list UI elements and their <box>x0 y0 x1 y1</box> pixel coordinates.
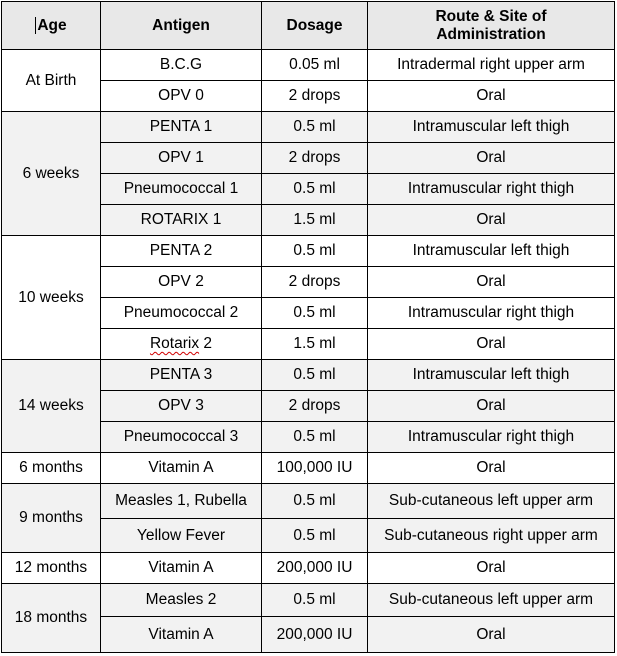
age-cell: 10 weeks <box>1 235 101 360</box>
table-row: 14 weeks PENTA 3 0.5 ml Intramuscular left … <box>1 359 615 453</box>
route-cell: Sub-cutaneous left upper arm <box>367 583 615 617</box>
dosage-cell: 0.5 ml <box>261 518 368 553</box>
age-cell: At Birth <box>1 49 101 112</box>
antigen-cell: PENTA 3 <box>100 359 262 391</box>
table-row: Vitamin A 200,000 IU Oral <box>1 616 615 653</box>
age-cell: 9 months <box>1 483 101 553</box>
table-row: 6 months Vitamin A 100,000 IU Oral <box>1 452 615 484</box>
antigen-cell: Measles 2 <box>100 583 262 617</box>
dosage-cell: 0.05 ml <box>261 49 368 81</box>
age-cell: 12 months <box>1 552 101 584</box>
route-cell: Oral <box>367 552 615 584</box>
antigen-cell: Measles 1, Rubella <box>100 483 262 519</box>
antigen-cell: Pneumococcal 1 <box>100 173 262 205</box>
header-age: Age <box>1 1 101 50</box>
table-row: ROTARIX 1 1.5 ml Oral <box>1 204 615 236</box>
antigen-cell: PENTA 1 <box>100 111 262 143</box>
dosage-cell: 100,000 IU <box>261 452 368 484</box>
table-row: Yellow Fever 0.5 ml Sub-cutaneous right up… <box>1 518 615 553</box>
age-cell: 14 weeks <box>1 359 101 453</box>
antigen-cell: Vitamin A <box>100 452 262 484</box>
route-cell: Intramuscular right thigh <box>367 297 615 329</box>
age-cell: 6 months <box>1 452 101 484</box>
table-row: Pneumococcal 2 0.5 ml Intramuscular right … <box>1 297 615 329</box>
route-cell: Oral <box>367 80 615 112</box>
dosage-cell: 2 drops <box>261 142 368 174</box>
age-cell: 6 weeks <box>1 111 101 236</box>
dosage-cell: 0.5 ml <box>261 359 368 391</box>
age-cell: 18 months <box>1 583 101 653</box>
antigen-cell: ROTARIX 1 <box>100 204 262 236</box>
route-cell: Intramuscular left thigh <box>367 111 615 143</box>
antigen-cell: B.C.G <box>100 49 262 81</box>
dosage-cell: 1.5 ml <box>261 204 368 236</box>
route-cell: Oral <box>367 266 615 298</box>
dosage-cell: 2 drops <box>261 80 368 112</box>
table-row: 18 months Measles 2 0.5 ml Sub-cutaneous le… <box>1 583 615 653</box>
header-dosage: Dosage <box>261 1 368 50</box>
route-cell: Oral <box>367 328 615 360</box>
route-cell: Intramuscular right thigh <box>367 173 615 205</box>
dosage-cell: 0.5 ml <box>261 111 368 143</box>
dosage-cell: 200,000 IU <box>261 552 368 584</box>
route-cell: Oral <box>367 390 615 422</box>
dosage-cell: 0.5 ml <box>261 421 368 453</box>
route-cell: Oral <box>367 142 615 174</box>
header-antigen: Antigen <box>100 1 262 50</box>
antigen-cell: OPV 2 <box>100 266 262 298</box>
dosage-cell: 0.5 ml <box>261 235 368 267</box>
route-cell: Sub-cutaneous left upper arm <box>367 483 615 519</box>
header-row: Age Antigen Dosage Route & Site of Admin… <box>1 1 615 50</box>
dosage-cell: 2 drops <box>261 266 368 298</box>
dosage-cell: 1.5 ml <box>261 328 368 360</box>
table-row: 10 weeks PENTA 2 0.5 ml Intramuscular left … <box>1 235 615 360</box>
table-body: At Birth B.C.G 0.05 ml Intradermal right up… <box>1 49 615 653</box>
antigen-cell: Pneumococcal 2 <box>100 297 262 329</box>
antigen-cell: OPV 0 <box>100 80 262 112</box>
dosage-cell: 0.5 ml <box>261 583 368 617</box>
table-row: 12 months Vitamin A 200,000 IU Oral <box>1 552 615 584</box>
table-row: 9 months Measles 1, Rubella 0.5 ml Sub-cuta… <box>1 483 615 553</box>
spellcheck-underline: Rotarix <box>149 335 200 352</box>
table-row: Pneumococcal 3 0.5 ml Intramuscular right … <box>1 421 615 453</box>
table-row: Pneumococcal 1 0.5 ml Intramuscular right … <box>1 173 615 205</box>
table-row: 6 weeks PENTA 1 0.5 ml Intramuscular left t… <box>1 111 615 236</box>
dosage-cell: 2 drops <box>261 390 368 422</box>
dosage-cell: 0.5 ml <box>261 173 368 205</box>
table-row: At Birth B.C.G 0.05 ml Intradermal right up… <box>1 49 615 112</box>
dosage-cell: 200,000 IU <box>261 616 368 653</box>
route-cell: Intradermal right upper arm <box>367 49 615 81</box>
dosage-cell: 0.5 ml <box>261 483 368 519</box>
route-cell: Intramuscular left thigh <box>367 235 615 267</box>
route-cell: Oral <box>367 452 615 484</box>
route-cell: Oral <box>367 204 615 236</box>
antigen-cell: Yellow Fever <box>100 518 262 553</box>
antigen-cell: OPV 3 <box>100 390 262 422</box>
antigen-cell: OPV 1 <box>100 142 262 174</box>
route-cell: Sub-cutaneous right upper arm <box>367 518 615 553</box>
antigen-cell: Rotarix 2 <box>100 328 262 360</box>
antigen-cell: Vitamin A <box>100 552 262 584</box>
antigen-cell: PENTA 2 <box>100 235 262 267</box>
route-cell: Intramuscular left thigh <box>367 359 615 391</box>
route-cell: Oral <box>367 616 615 653</box>
antigen-cell: Pneumococcal 3 <box>100 421 262 453</box>
header-route: Route & Site of Administration <box>367 1 615 50</box>
antigen-cell: Vitamin A <box>100 616 262 653</box>
dosage-cell: 0.5 ml <box>261 297 368 329</box>
route-cell: Intramuscular right thigh <box>367 421 615 453</box>
